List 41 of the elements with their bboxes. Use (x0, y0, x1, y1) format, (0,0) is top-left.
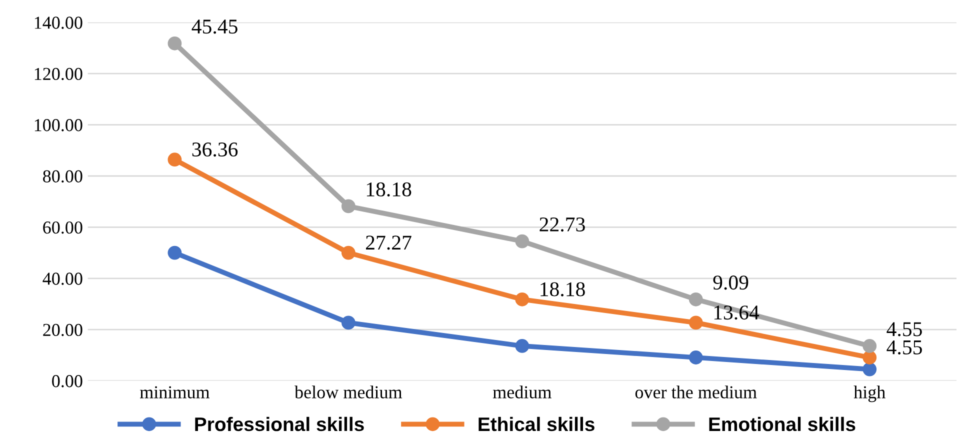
annotation: 18.18 (540, 282, 585, 296)
x-tick-label: high (854, 386, 886, 402)
point (341, 246, 356, 260)
point (862, 350, 877, 364)
y-tick-label: 0.00 (52, 375, 82, 388)
y-tick-label: 100.00 (34, 119, 82, 132)
annotation: 4.55 (886, 322, 922, 336)
annotation: 13.64 (714, 306, 760, 320)
point (515, 234, 530, 248)
point (168, 246, 182, 260)
y-tick-label: 40.00 (42, 272, 82, 285)
y-tick-label: 140.00 (34, 16, 82, 29)
point (862, 362, 877, 376)
legend-label: Ethical skills (478, 416, 594, 432)
point (862, 339, 877, 353)
point (515, 292, 530, 306)
annotation: 27.27 (366, 236, 412, 250)
x-tick-label: medium (492, 386, 552, 398)
point (515, 339, 530, 353)
point (341, 316, 356, 330)
y-tick-label: 120.00 (34, 68, 82, 80)
y-tick-label: 60.00 (43, 221, 82, 234)
point (341, 199, 356, 214)
y-tick-label: 80.00 (43, 170, 82, 183)
annotation: 9.09 (713, 276, 748, 290)
annotation: 4.55 (886, 340, 922, 354)
point (168, 152, 182, 167)
legend-label: Emotional skills (709, 416, 856, 432)
annotation: 45.45 (192, 20, 238, 34)
point (688, 316, 703, 330)
point (688, 292, 703, 306)
point (168, 36, 182, 50)
point (688, 350, 703, 364)
x-tick-label: over the medium (635, 386, 757, 398)
legend-label: Professional skills (195, 416, 364, 432)
annotation: 18.18 (366, 182, 412, 197)
x-tick-label: below medium (294, 386, 402, 398)
x-tick-label: minimum (140, 386, 210, 398)
annotation: 36.36 (192, 142, 238, 157)
annotation: 22.73 (540, 217, 585, 232)
y-tick-label: 20.00 (43, 324, 82, 336)
